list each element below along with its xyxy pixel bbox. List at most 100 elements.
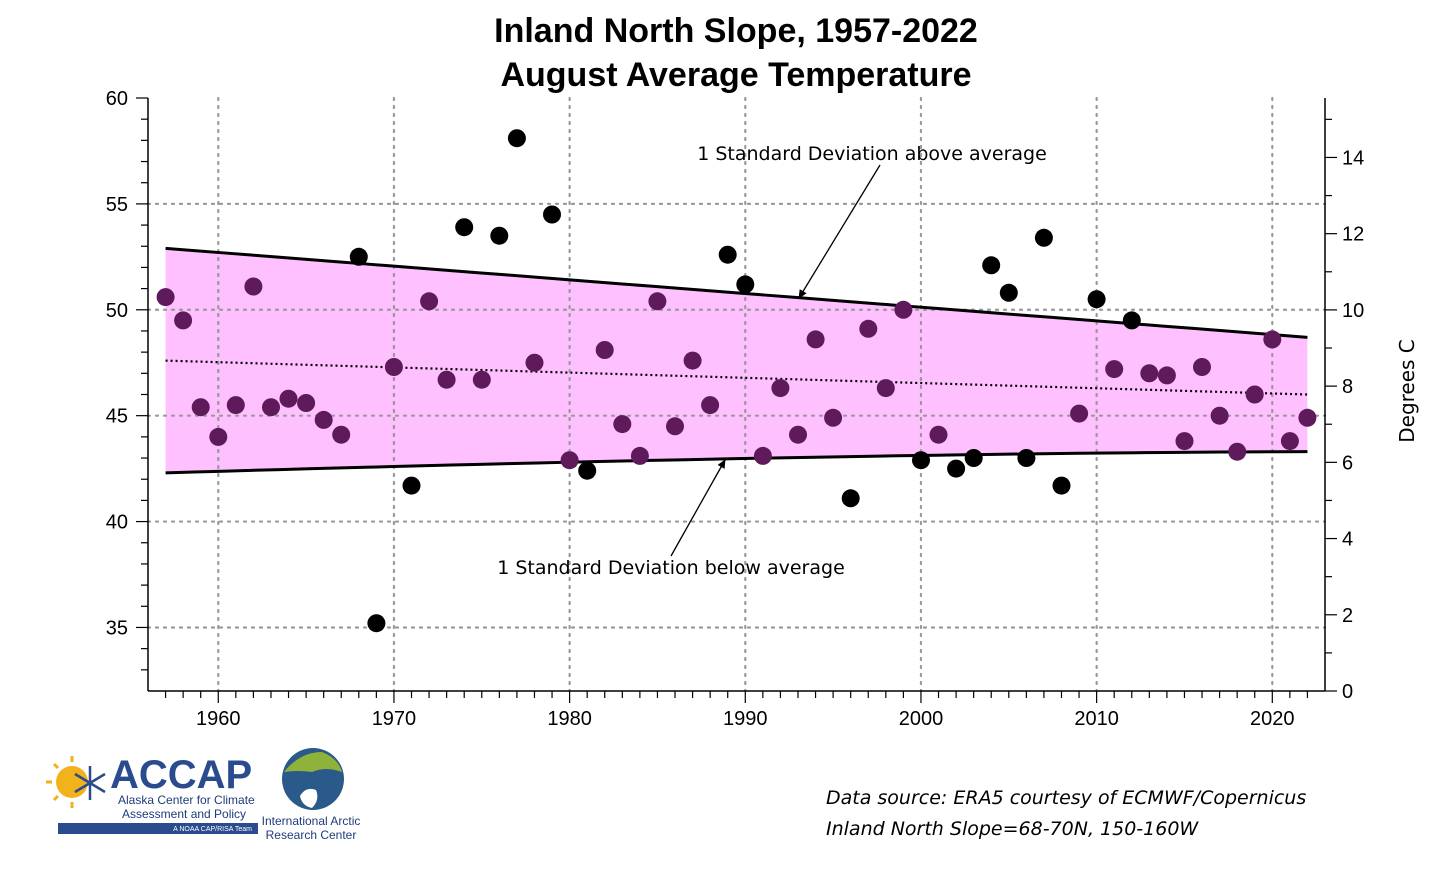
data-point-2008: [1052, 476, 1071, 495]
y-right-tick-label-2: 2: [1342, 605, 1353, 627]
data-point-1968: [349, 247, 368, 266]
y-right-tick-label-14: 14: [1342, 147, 1364, 169]
data-point-1989: [718, 245, 737, 264]
y-right-tick-label-6: 6: [1342, 452, 1353, 474]
y-right-tick-label-8: 8: [1342, 376, 1353, 398]
data-point-1986: [666, 417, 684, 436]
data-point-1957: [156, 288, 175, 307]
data-point-1995: [824, 408, 843, 427]
annotation-below: 1 Standard Deviation below average: [497, 557, 845, 579]
data-point-2011: [1105, 360, 1124, 379]
data-point-1997: [859, 319, 878, 338]
data-point-1973: [437, 370, 456, 389]
data-point-1969: [367, 614, 386, 633]
data-point-1992: [771, 379, 790, 398]
data-point-2003: [964, 449, 983, 467]
trend-line: [165, 359, 1308, 396]
data-point-2010: [1087, 290, 1106, 309]
data-point-1962: [244, 277, 263, 296]
lower-std-line: [165, 450, 1308, 475]
data-point-2018: [1228, 442, 1247, 461]
data-point-2002: [947, 459, 966, 478]
data-point-1991: [753, 446, 772, 465]
data-point-2012: [1122, 311, 1141, 330]
axes: [136, 97, 1337, 703]
x-tick-label-2000: 2000: [899, 708, 944, 730]
data-point-1987: [683, 351, 702, 370]
data-source-line-2: Inland North Slope=68-70N, 150-160W: [826, 818, 1199, 840]
data-point-1979: [543, 205, 561, 224]
data-point-1988: [701, 396, 720, 415]
x-tick-label-1970: 1970: [372, 708, 417, 730]
data-point-2020: [1263, 330, 1282, 349]
data-point-1960: [209, 427, 228, 446]
accap-logo: ACCAP Alaska Center for Climate Assessme…: [46, 753, 258, 834]
data-point-1974: [455, 218, 474, 237]
data-point-1972: [420, 292, 439, 311]
data-point-2014: [1157, 366, 1176, 385]
data-points: [156, 129, 1317, 633]
accap-tag: A NOAA CAP/RISA Team: [173, 826, 252, 833]
data-point-2007: [1034, 228, 1053, 247]
data-point-1971: [402, 476, 421, 495]
data-point-1984: [630, 446, 649, 465]
iarc-line-2: Research Center: [266, 828, 357, 842]
data-point-1985: [648, 292, 667, 311]
data-point-1967: [332, 425, 351, 444]
data-point-1964: [279, 389, 298, 408]
data-point-2006: [1017, 449, 1036, 467]
data-point-2017: [1210, 406, 1229, 425]
data-point-1993: [789, 425, 807, 444]
chart-title: Inland North Slope, 1957-2022: [494, 12, 978, 50]
annotation-above: 1 Standard Deviation above average: [697, 143, 1047, 165]
data-point-1961: [226, 396, 245, 415]
y-left-tick-label-45: 45: [106, 406, 128, 428]
accap-line-2: Assessment and Policy: [122, 807, 246, 821]
y-axis-right-label: Degrees C: [1395, 339, 1419, 443]
data-point-1966: [314, 410, 333, 429]
y-left-tick-label-60: 60: [106, 88, 128, 110]
data-point-1981: [578, 461, 597, 480]
y-left-tick-label-35: 35: [106, 617, 128, 639]
data-point-1959: [191, 398, 210, 417]
data-point-1976: [490, 226, 509, 245]
y-left-tick-label-50: 50: [106, 300, 128, 322]
data-point-2021: [1280, 432, 1299, 451]
x-tick-label-2010: 2010: [1074, 708, 1119, 730]
accap-line-1: Alaska Center for Climate: [118, 793, 255, 807]
data-point-1998: [876, 379, 895, 398]
x-tick-label-1960: 1960: [196, 708, 241, 730]
data-point-2000: [912, 451, 930, 470]
data-point-1965: [297, 394, 316, 412]
accap-tag-bar: [58, 823, 258, 834]
data-point-1970: [384, 358, 403, 376]
data-point-2009: [1070, 404, 1089, 423]
y-right-tick-label-4: 4: [1342, 529, 1353, 551]
data-point-1975: [472, 370, 491, 389]
x-tick-label-1980: 1980: [547, 708, 592, 730]
data-point-1994: [806, 330, 825, 349]
data-source-line-1: Data source: ERA5 courtesy of ECMWF/Cope…: [826, 787, 1306, 809]
annotation-above-arrow: [798, 164, 881, 299]
x-tick-label-1990: 1990: [723, 708, 768, 730]
data-point-2015: [1175, 432, 1194, 451]
grid: [146, 96, 1327, 693]
chart-subtitle: August Average Temperature: [500, 56, 971, 94]
data-point-1963: [262, 398, 280, 417]
data-point-1978: [525, 353, 544, 372]
data-point-1983: [613, 415, 632, 434]
tick-labels: 1960 1970 1980 1990 2000 2010 2020354045505560…: [106, 88, 1365, 730]
data-point-1958: [174, 311, 193, 330]
y-right-tick-label-10: 10: [1342, 300, 1364, 322]
y-left-tick-label-55: 55: [106, 194, 128, 216]
globe-icon: [282, 748, 344, 810]
data-point-1999: [894, 300, 913, 319]
y-left-tick-label-40: 40: [106, 512, 128, 534]
data-point-1980: [560, 451, 579, 470]
annotation-below-arrow: [670, 459, 726, 557]
data-point-2016: [1193, 358, 1211, 376]
data-point-1982: [595, 341, 614, 359]
data-point-1996: [841, 489, 860, 508]
data-point-2019: [1245, 385, 1264, 404]
